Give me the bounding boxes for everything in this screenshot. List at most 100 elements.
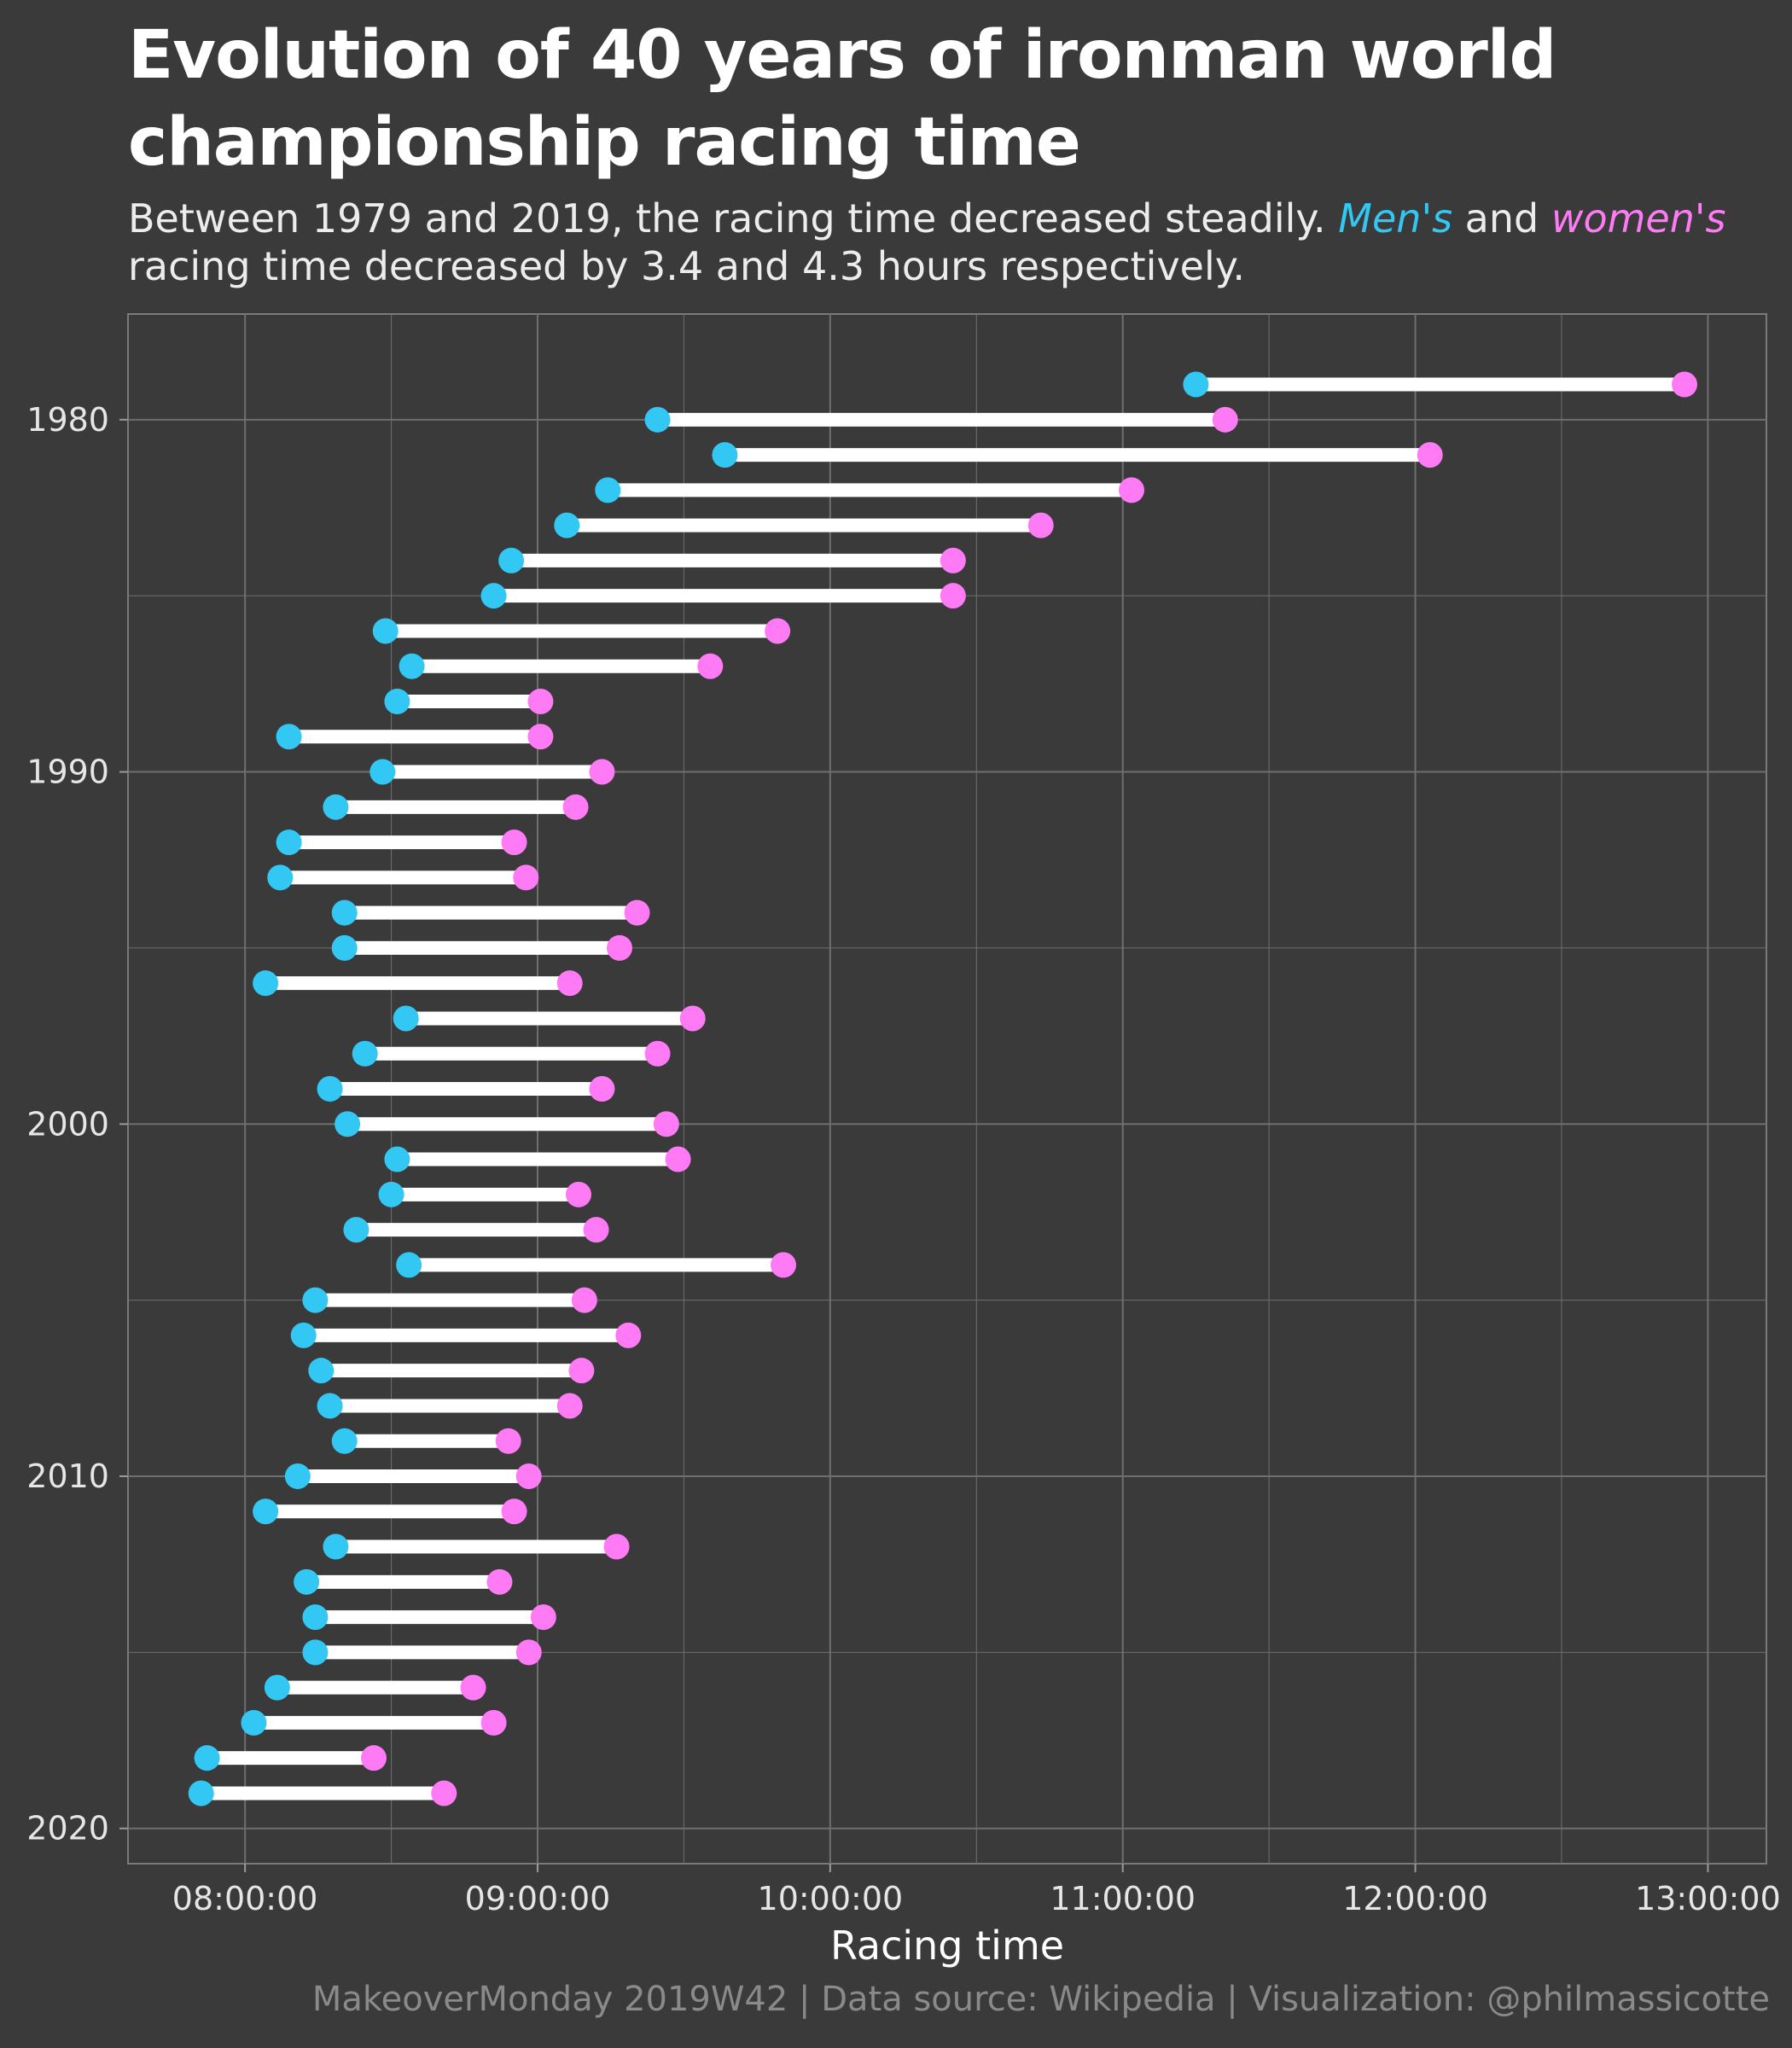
point-men-1985 (480, 583, 507, 609)
point-women-2010 (515, 1463, 542, 1489)
point-women-2008 (556, 1393, 583, 1419)
point-men-2004 (396, 1252, 422, 1278)
chart-subtitle: Between 1979 and 2019, the racing time d… (128, 195, 1766, 290)
x-tick-label: 09:00:00 (465, 1880, 611, 1917)
grid-layer (128, 314, 1766, 1864)
point-women-1995 (607, 934, 632, 961)
point-men-2013 (294, 1568, 320, 1595)
point-men-2002 (378, 1181, 404, 1207)
point-men-2001 (384, 1146, 410, 1172)
point-men-1993 (267, 864, 294, 891)
subtitle-women-highlight: women's (1551, 195, 1726, 241)
y-tick-label: 1990 (26, 753, 109, 791)
subtitle-part-3: racing time decreased by 3.4 and 4.3 hou… (128, 243, 1246, 289)
point-women-1982 (1119, 477, 1144, 503)
point-men-2009 (331, 1428, 358, 1454)
point-women-1990 (589, 759, 615, 785)
point-women-1984 (940, 547, 966, 573)
point-women-1980 (1212, 406, 1238, 433)
point-men-1994 (331, 899, 358, 926)
point-women-2009 (495, 1428, 521, 1454)
point-women-2001 (665, 1146, 691, 1172)
x-tick-label: 13:00:00 (1635, 1880, 1781, 1917)
point-women-1985 (940, 583, 966, 609)
point-men-2011 (253, 1498, 279, 1525)
x-tick-label: 10:00:00 (758, 1880, 904, 1917)
point-women-2017 (480, 1709, 507, 1736)
point-men-2008 (317, 1393, 343, 1419)
subtitle-men-highlight: Men's (1338, 195, 1453, 241)
point-women-1992 (501, 829, 527, 856)
point-men-1981 (712, 442, 738, 468)
y-tick-label: 2000 (26, 1105, 109, 1143)
point-men-1980 (644, 406, 671, 433)
y-tick-label: 2020 (26, 1810, 109, 1847)
point-layer (188, 371, 1697, 1807)
point-women-2016 (460, 1674, 486, 1701)
point-women-2004 (771, 1252, 796, 1278)
point-men-2007 (308, 1358, 335, 1384)
point-men-2014 (302, 1604, 329, 1631)
point-men-1992 (276, 829, 302, 856)
point-women-2005 (571, 1287, 597, 1313)
point-men-1987 (399, 653, 425, 679)
point-men-1988 (384, 689, 410, 714)
point-women-2000 (653, 1111, 679, 1137)
point-women-2006 (615, 1322, 642, 1348)
point-women-2015 (515, 1639, 542, 1666)
point-women-2018 (361, 1745, 387, 1772)
point-men-1995 (331, 934, 358, 961)
connector-layer (201, 377, 1684, 1801)
point-women-2002 (566, 1181, 591, 1207)
point-men-2000 (335, 1111, 361, 1137)
point-women-1981 (1417, 442, 1443, 468)
point-women-2003 (583, 1217, 609, 1243)
point-women-1994 (624, 899, 650, 926)
point-men-2018 (194, 1745, 220, 1772)
point-men-2012 (323, 1533, 349, 1560)
axis-layer: 08:00:00 09:00:00 10:00:00 11:00:00 12:00:00… (26, 401, 1780, 1917)
point-men-1998 (352, 1040, 378, 1067)
point-women-2007 (568, 1358, 595, 1384)
x-tick-label: 08:00:00 (172, 1880, 318, 1917)
point-men-1989 (276, 724, 302, 750)
point-men-2005 (302, 1287, 329, 1313)
point-men-2019 (188, 1780, 214, 1807)
point-women-1989 (527, 724, 554, 750)
point-men-2017 (241, 1709, 267, 1736)
point-women-2014 (530, 1604, 556, 1631)
point-women-1983 (1027, 512, 1054, 538)
chart-caption: MakeoverMonday 2019W42 | Data source: Wi… (311, 1980, 1770, 2019)
point-women-1997 (679, 1005, 706, 1032)
y-tick-label: 1980 (26, 401, 109, 439)
point-men-1983 (554, 512, 580, 538)
point-women-1986 (765, 618, 791, 644)
point-women-1998 (644, 1040, 671, 1067)
point-women-1996 (556, 970, 583, 997)
point-men-2010 (284, 1463, 311, 1489)
point-women-2012 (603, 1533, 630, 1560)
point-women-1999 (589, 1076, 615, 1102)
point-men-1996 (253, 970, 279, 997)
y-tick-label: 2010 (26, 1457, 109, 1495)
point-women-1979 (1672, 371, 1697, 398)
point-women-1988 (527, 689, 554, 714)
point-women-1991 (562, 794, 589, 820)
chart-title: Evolution of 40 years of ironman world c… (128, 17, 1556, 181)
point-men-2006 (290, 1322, 317, 1348)
point-men-2015 (302, 1639, 329, 1666)
point-men-1979 (1183, 371, 1209, 398)
point-women-1993 (513, 864, 539, 891)
point-men-1990 (369, 759, 396, 785)
point-men-1984 (498, 547, 525, 573)
subtitle-part-2: and (1452, 195, 1551, 241)
point-women-2011 (501, 1498, 527, 1525)
point-women-2019 (431, 1780, 457, 1807)
x-tick-label: 12:00:00 (1342, 1880, 1488, 1917)
x-axis-label: Racing time (830, 1923, 1064, 1969)
plot-panel (127, 313, 1767, 1865)
x-tick-label: 11:00:00 (1050, 1880, 1196, 1917)
point-women-1987 (697, 653, 724, 679)
point-men-1991 (323, 794, 349, 820)
